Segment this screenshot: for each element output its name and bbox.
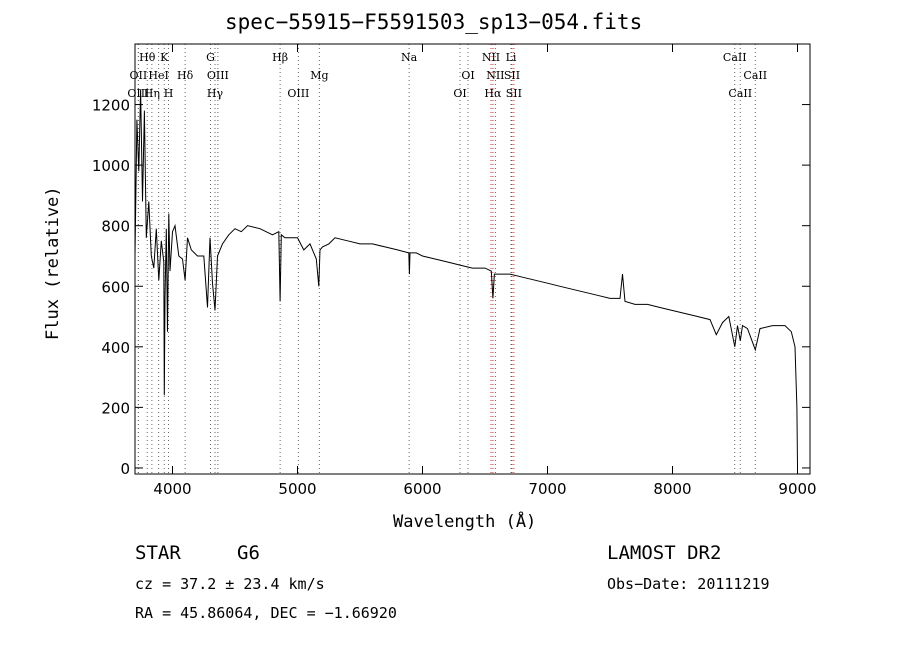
y-axis-ticks: 0 200 400 600 800 1000 1200: [92, 97, 810, 478]
line-label-14: Na: [401, 51, 418, 64]
line-label-1: OII: [130, 69, 148, 82]
line-label-19: Hα: [484, 87, 502, 100]
line-label-12: OIII: [287, 87, 309, 100]
coordinates: RA = 45.86064, DEC = −1.66920: [135, 604, 397, 622]
line-label-13: Mg: [310, 69, 328, 82]
line-label-9: OIII: [207, 69, 229, 82]
line-label-17: NII: [482, 51, 500, 64]
line-label-25: CaII: [728, 87, 752, 100]
obs-date: Obs−Date: 20111219: [607, 575, 770, 593]
x-axis-label: Wavelength (Å): [393, 512, 537, 532]
x-tick-label-4000: 4000: [153, 480, 191, 498]
line-label-21: SII: [504, 69, 520, 82]
y-axis-label: Flux (relative): [43, 186, 63, 340]
line-label-0: Hθ: [139, 51, 156, 64]
y-tick-label-1000: 1000: [92, 157, 130, 175]
y-tick-label-400: 400: [101, 339, 130, 357]
survey-name: LAMOST DR2: [607, 542, 722, 564]
line-label-10: Hγ: [207, 87, 224, 100]
line-label-11: Hβ: [272, 51, 288, 64]
x-tick-label-5000: 5000: [278, 480, 316, 498]
line-label-15: OI: [461, 69, 474, 82]
subclass: G6: [237, 542, 260, 564]
line-label-5: HeI: [148, 69, 168, 82]
line-label-7: Hδ: [177, 69, 194, 82]
x-axis-ticks: 4000 5000 6000 7000 8000 9000: [153, 44, 817, 498]
y-tick-label-800: 800: [101, 218, 130, 236]
line-label-16: OI: [453, 87, 466, 100]
line-label-3: Hη: [144, 87, 160, 100]
line-label-6: H: [164, 87, 174, 100]
chart-title: spec−55915−F5591503_sp13−054.fits: [225, 10, 643, 34]
object-class: STAR: [135, 542, 181, 564]
x-tick-label-7000: 7000: [528, 480, 566, 498]
x-tick-label-9000: 9000: [778, 480, 816, 498]
x-tick-label-8000: 8000: [653, 480, 691, 498]
y-tick-label-200: 200: [101, 399, 130, 417]
y-tick-label-0: 0: [120, 460, 130, 478]
y-tick-label-1200: 1200: [92, 97, 130, 115]
line-label-23: CaII: [723, 51, 747, 64]
plot-frame: [134, 43, 811, 475]
spectral-line-labels: HθOIIOIIIHηKHeIHHδGOIIIHγHβOIIIMgNaOIOIN…: [127, 51, 767, 100]
redshift-info: cz = 37.2 ± 23.4 km/s: [135, 575, 325, 593]
line-label-4: K: [160, 51, 169, 64]
spectrum-line: [134, 89, 798, 468]
line-label-2: OIII: [127, 87, 149, 100]
y-tick-label-600: 600: [101, 278, 130, 296]
line-label-18: NII: [486, 69, 504, 82]
line-label-8: G: [206, 51, 215, 64]
line-label-20: Li: [506, 51, 517, 64]
spectral-line-markers: [137, 44, 756, 474]
line-label-24: CaII: [743, 69, 767, 82]
line-label-22: SII: [506, 87, 522, 100]
x-tick-label-6000: 6000: [403, 480, 441, 498]
